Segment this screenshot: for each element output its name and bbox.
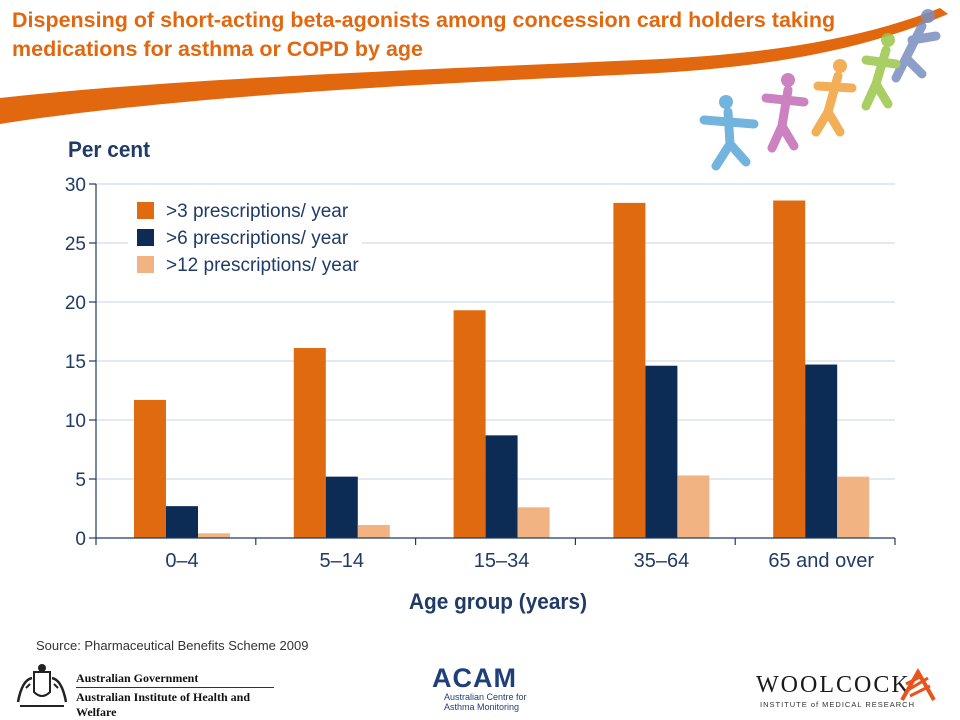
y-tick-label: 25 [65,234,86,255]
y-tick-label: 10 [65,411,86,432]
legend-label: >12 prescriptions/ year [166,255,359,276]
gov-divider [76,687,274,688]
y-axis-title: Per cent [68,137,151,162]
bar [517,507,550,538]
aihw-logo: Australian Government Australian Institu… [12,662,282,719]
x-tick-label: 5–14 [320,550,365,572]
legend-swatch [137,256,154,273]
legend-label: >3 prescriptions/ year [166,201,349,222]
acam-subtitle: Australian Centre for Asthma Monitoring [444,692,527,712]
x-tick-label: 35–64 [634,550,690,572]
woolcock-subtitle: INSTITUTE of MEDICAL RESEARCH [760,700,915,709]
bar [837,476,870,538]
gov-name: Australian Government [76,671,199,685]
woolcock-logo-icon [900,667,936,701]
x-tick-label: 15–34 [474,550,530,572]
woolcock-wordmark: WOOLCOCK [756,672,911,698]
legend-swatch [137,202,154,219]
bars [134,200,870,538]
header-swoosh [0,8,948,124]
bar [198,533,230,538]
bar [805,364,838,538]
bar [773,200,806,538]
x-tick-label: 0–4 [165,550,198,572]
acam-wordmark: ACAM [432,663,517,693]
acam-logo: ACAM Australian Centre for Asthma Monito… [432,664,542,712]
axes: 0 5 10 15 20 25 30 0–4 5–14 15–34 35–64 65 and over [65,175,896,572]
woolcock-logo: WOOLCOCK INSTITUTE of MEDICAL RESEARCH [756,667,946,714]
bar [677,475,710,538]
bar [613,202,646,538]
aihw-name: Australian Institute of Health and Welfa… [76,690,251,719]
bar [485,435,518,538]
bar [357,525,390,538]
legend-background [128,192,362,276]
y-tick-label: 20 [65,293,86,314]
legend: >3 prescriptions/ year >6 prescriptions/ … [128,192,362,276]
bar [166,506,198,538]
bar [645,365,678,538]
bar [293,348,326,538]
bar [325,476,358,538]
y-tick-label: 15 [65,352,86,373]
people-figures-icon [699,9,941,171]
y-tick-label: 0 [75,529,86,550]
y-tick-label: 30 [65,175,86,196]
legend-swatch [137,229,154,246]
slide-title: Dispensing of short-acting beta-agonists… [12,8,836,61]
coat-of-arms-icon [16,664,68,707]
source-note: Source: Pharmaceutical Benefits Scheme 2… [36,638,309,653]
y-tick-label: 5 [75,470,86,491]
legend-label: >6 prescriptions/ year [166,228,349,249]
x-tick-label: 65 and over [768,550,874,572]
bar [134,399,166,538]
bar [453,310,486,538]
x-axis-title: Age group (years) [409,589,587,614]
